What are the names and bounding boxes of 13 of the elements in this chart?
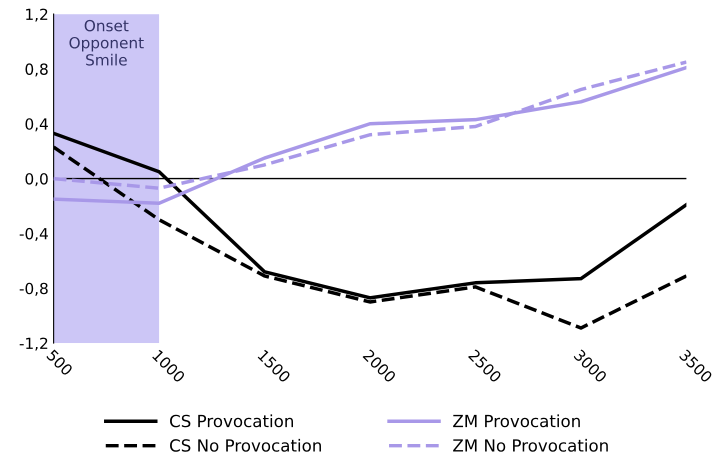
y-tick-label: -0,4 [20,228,48,242]
y-tick-label: 1,2 [26,8,48,22]
y-tick-label: -0,8 [20,282,48,296]
y-tick-label: 0,8 [25,63,48,77]
y-tick-label: -1,2 [20,338,48,351]
y-tick-label: 0,0 [25,173,48,186]
band-label: Onset Opponent Smile [69,20,144,66]
legend-label: ZM No Provocation [453,438,608,452]
legend-label: ZM Provocation [453,414,580,428]
legend-label: CS No Provocation [170,438,321,452]
legend-label: CS Provocation [170,414,293,428]
y-tick-label: 0,4 [25,118,48,132]
x-tick-label: 500 [46,348,74,376]
